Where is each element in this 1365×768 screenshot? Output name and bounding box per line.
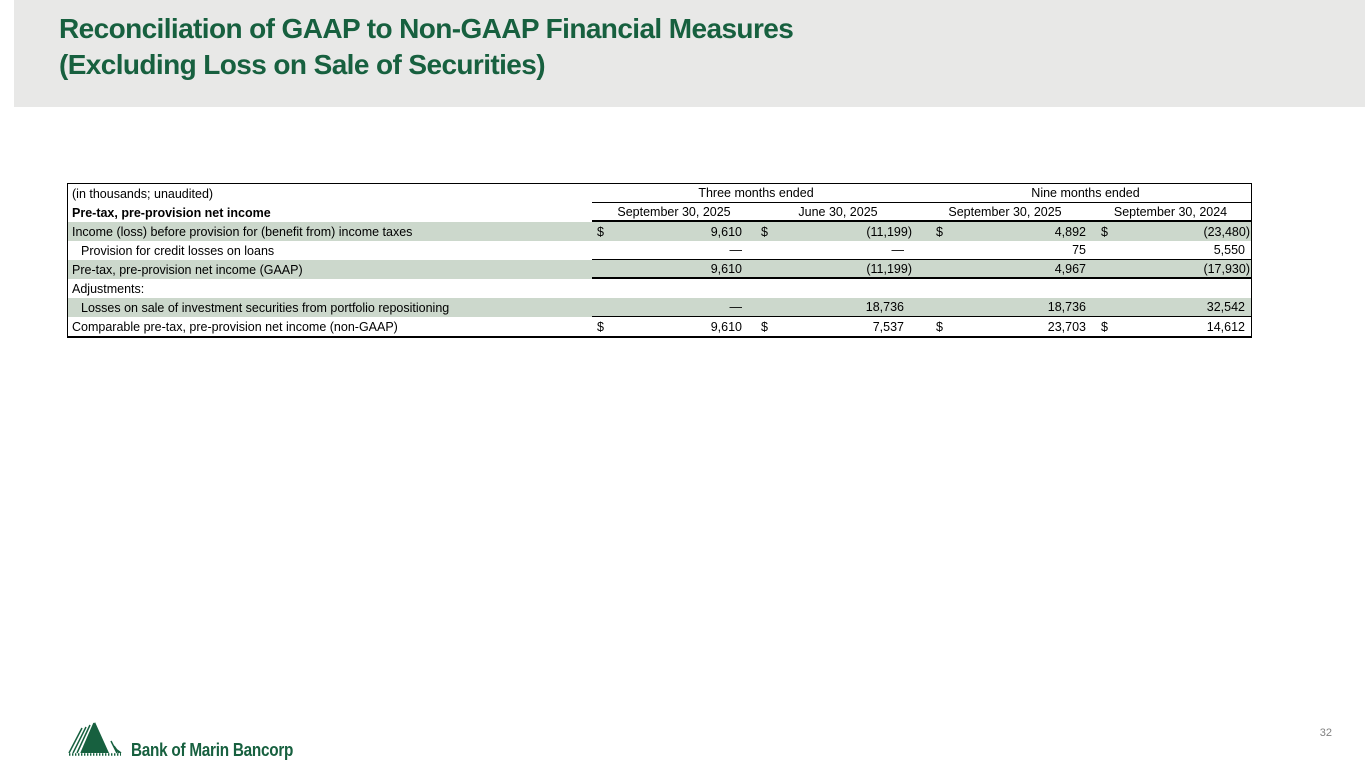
- row-label: Income (loss) before provision for (bene…: [72, 224, 413, 239]
- dollar-sign: $: [597, 224, 604, 239]
- table-cell: (17,930): [1090, 260, 1251, 279]
- dollar-sign: $: [761, 319, 768, 334]
- row-label: Provision for credit losses on loans: [81, 243, 275, 258]
- column-header-sep-2025-ytd: September 30, 2025: [920, 203, 1090, 222]
- table-cell: —: [592, 241, 756, 260]
- cell-value: (11,199): [866, 224, 912, 239]
- cell-value: 9,610: [710, 224, 742, 239]
- table-cell: 75: [920, 241, 1090, 260]
- cell-value: 4,892: [1054, 224, 1086, 239]
- table-row: Provision for credit losses on loans — —…: [68, 241, 1251, 260]
- table-cell: 4,967: [920, 260, 1090, 279]
- row-label: Adjustments:: [72, 281, 145, 296]
- column-group-three-months: Three months ended: [592, 184, 920, 203]
- table-cell: —: [592, 298, 756, 317]
- table-cell: $23,703: [920, 317, 1090, 336]
- cell-value: 14,612: [1206, 319, 1245, 334]
- cell-value: 9,610: [710, 261, 742, 276]
- cell-value: 9,610: [710, 319, 742, 334]
- cell-value: 23,703: [1047, 319, 1086, 334]
- table-note: (in thousands; unaudited): [72, 186, 214, 201]
- title-band: Reconciliation of GAAP to Non-GAAP Finan…: [14, 0, 1365, 107]
- table-cell: (11,199): [756, 260, 920, 279]
- table-row: Adjustments:: [68, 279, 1251, 298]
- row-label: Losses on sale of investment securities …: [81, 300, 450, 315]
- table-cell: $9,610: [592, 317, 756, 336]
- table-cell: $4,892: [920, 222, 1090, 241]
- column-header-jun-2025: June 30, 2025: [756, 203, 920, 222]
- table-cell: $ (11,199): [756, 222, 920, 241]
- dollar-sign: $: [936, 319, 943, 334]
- cell-value: —: [729, 300, 743, 314]
- table-cell: $ (23,480): [1090, 222, 1251, 241]
- dollar-sign: $: [1101, 319, 1108, 334]
- table-cell: $14,612: [1090, 317, 1251, 336]
- cell-value: 18,736: [865, 300, 904, 314]
- title-line-2: (Excluding Loss on Sale of Securities): [59, 49, 546, 80]
- column-group-nine-months: Nine months ended: [920, 184, 1251, 203]
- page-number: 32: [1319, 727, 1332, 739]
- table-row: Pre-tax, pre-provision net income (GAAP)…: [68, 260, 1251, 279]
- cell-value: (17,930): [1203, 261, 1250, 276]
- cell-value: —: [891, 243, 905, 257]
- cell-value: 5,550: [1213, 243, 1245, 257]
- table-cell: $9,610: [592, 222, 756, 241]
- table-cell: 18,736: [756, 298, 920, 317]
- table-cell: [592, 279, 756, 298]
- title-line-1: Reconciliation of GAAP to Non-GAAP Finan…: [59, 13, 794, 44]
- table-row: Comparable pre-tax, pre-provision net in…: [68, 317, 1251, 336]
- logo-text: Bank of Marin Bancorp: [131, 740, 294, 760]
- dollar-sign: $: [761, 224, 768, 239]
- mountain-logo-icon: [68, 720, 122, 763]
- table-column-header-row: Pre-tax, pre-provision net income Septem…: [68, 203, 1251, 222]
- table-row: Losses on sale of investment securities …: [68, 298, 1251, 317]
- table-cell: 5,550: [1090, 241, 1251, 260]
- cell-value: 32,542: [1206, 300, 1245, 314]
- table-cell: 32,542: [1090, 298, 1251, 317]
- table-cell: [756, 279, 920, 298]
- dollar-sign: $: [936, 224, 943, 239]
- cell-value: 75: [1072, 243, 1086, 257]
- table-section-title: Pre-tax, pre-provision net income: [72, 205, 271, 220]
- dollar-sign: $: [1101, 224, 1108, 239]
- table-cell: 18,736: [920, 298, 1090, 317]
- row-label: Pre-tax, pre-provision net income (GAAP): [72, 262, 303, 277]
- cell-value: 7,537: [872, 319, 904, 334]
- table-cell: $7,537: [756, 317, 920, 336]
- dollar-sign: $: [597, 319, 604, 334]
- slide-title: Reconciliation of GAAP to Non-GAAP Finan…: [59, 11, 794, 83]
- table-row: Income (loss) before provision for (bene…: [68, 222, 1251, 241]
- cell-value: (23,480): [1203, 224, 1250, 239]
- table-cell: [920, 279, 1090, 298]
- column-header-sep-2025-q: September 30, 2025: [592, 203, 756, 222]
- cell-value: —: [729, 243, 743, 257]
- reconciliation-table: (in thousands; unaudited) Three months e…: [67, 183, 1252, 338]
- row-label: Comparable pre-tax, pre-provision net in…: [72, 319, 398, 334]
- table-cell: —: [756, 241, 920, 260]
- column-header-sep-2024-ytd: September 30, 2024: [1090, 203, 1251, 222]
- company-logo: Bank of Marin Bancorp: [68, 720, 322, 763]
- cell-value: (11,199): [866, 261, 912, 276]
- table-group-header-row: (in thousands; unaudited) Three months e…: [68, 184, 1251, 203]
- cell-value: 4,967: [1054, 261, 1086, 276]
- cell-value: 18,736: [1047, 300, 1086, 314]
- table-cell: [1090, 279, 1251, 298]
- table-cell: 9,610: [592, 260, 756, 279]
